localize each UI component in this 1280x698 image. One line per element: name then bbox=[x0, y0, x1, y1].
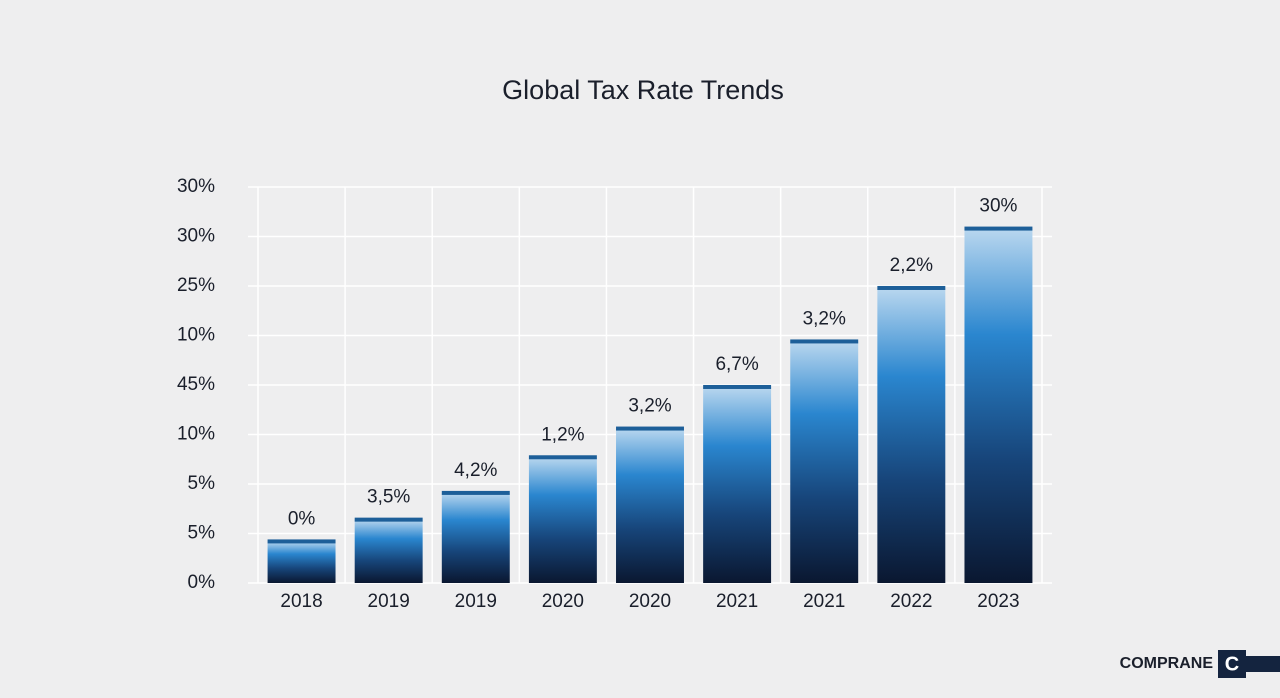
x-tick-label: 2018 bbox=[280, 591, 322, 612]
brand: COMPRANE C bbox=[1120, 650, 1280, 678]
x-tick-label: 2023 bbox=[977, 591, 1019, 612]
y-tick-label: 10% bbox=[177, 325, 215, 346]
y-tick-label: 5% bbox=[188, 523, 216, 544]
bar bbox=[616, 428, 684, 583]
y-tick-label: 30% bbox=[177, 176, 215, 197]
y-tick-label: 5% bbox=[188, 473, 216, 494]
bar-cap bbox=[616, 426, 684, 431]
x-tick-label: 2020 bbox=[542, 591, 584, 612]
brand-logo-bar bbox=[1246, 656, 1280, 672]
x-tick-label: 2020 bbox=[629, 591, 671, 612]
bar bbox=[267, 541, 336, 583]
bar bbox=[703, 386, 772, 583]
x-tick-label: 2019 bbox=[368, 591, 410, 612]
x-tick-label: 2021 bbox=[803, 591, 845, 612]
value-label: 2,2% bbox=[890, 255, 933, 276]
value-label: 1,2% bbox=[541, 424, 584, 445]
bar-cap bbox=[441, 490, 510, 495]
bar-cap bbox=[354, 517, 423, 522]
x-tick-label: 2022 bbox=[890, 591, 932, 612]
bar-cap bbox=[790, 339, 859, 344]
value-label: 3,2% bbox=[628, 396, 671, 417]
bar-cap bbox=[877, 285, 946, 290]
bar bbox=[441, 492, 510, 583]
bar-cap bbox=[964, 226, 1033, 231]
y-tick-label: 45% bbox=[177, 374, 215, 395]
bar bbox=[877, 287, 946, 583]
x-tick-label: 2021 bbox=[716, 591, 758, 612]
brand-logo: C bbox=[1225, 653, 1239, 675]
bar-cap bbox=[267, 539, 336, 544]
y-tick-label: 25% bbox=[177, 275, 215, 296]
y-tick-label: 10% bbox=[177, 424, 215, 445]
value-label: 4,2% bbox=[454, 460, 497, 481]
value-label: 3,5% bbox=[367, 487, 410, 508]
brand-name: COMPRANE bbox=[1120, 655, 1214, 672]
brand-logo-box bbox=[1218, 650, 1246, 678]
value-label: 6,7% bbox=[715, 354, 758, 375]
y-tick-label: 30% bbox=[177, 226, 215, 247]
y-tick-label: 0% bbox=[188, 572, 216, 593]
bar bbox=[528, 457, 597, 583]
bar bbox=[964, 228, 1033, 583]
bar-cap bbox=[528, 455, 597, 460]
bar bbox=[790, 341, 859, 583]
value-label: 0% bbox=[288, 508, 316, 529]
value-label: 3,2% bbox=[803, 308, 846, 329]
bar-cap bbox=[703, 384, 772, 389]
bar bbox=[354, 519, 423, 583]
chart-title: Global Tax Rate Trends bbox=[502, 75, 784, 105]
x-tick-label: 2019 bbox=[455, 591, 497, 612]
value-label: 30% bbox=[979, 196, 1017, 217]
